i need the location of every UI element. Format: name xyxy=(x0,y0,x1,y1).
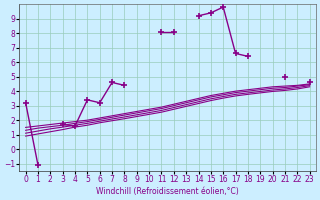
X-axis label: Windchill (Refroidissement éolien,°C): Windchill (Refroidissement éolien,°C) xyxy=(96,187,239,196)
